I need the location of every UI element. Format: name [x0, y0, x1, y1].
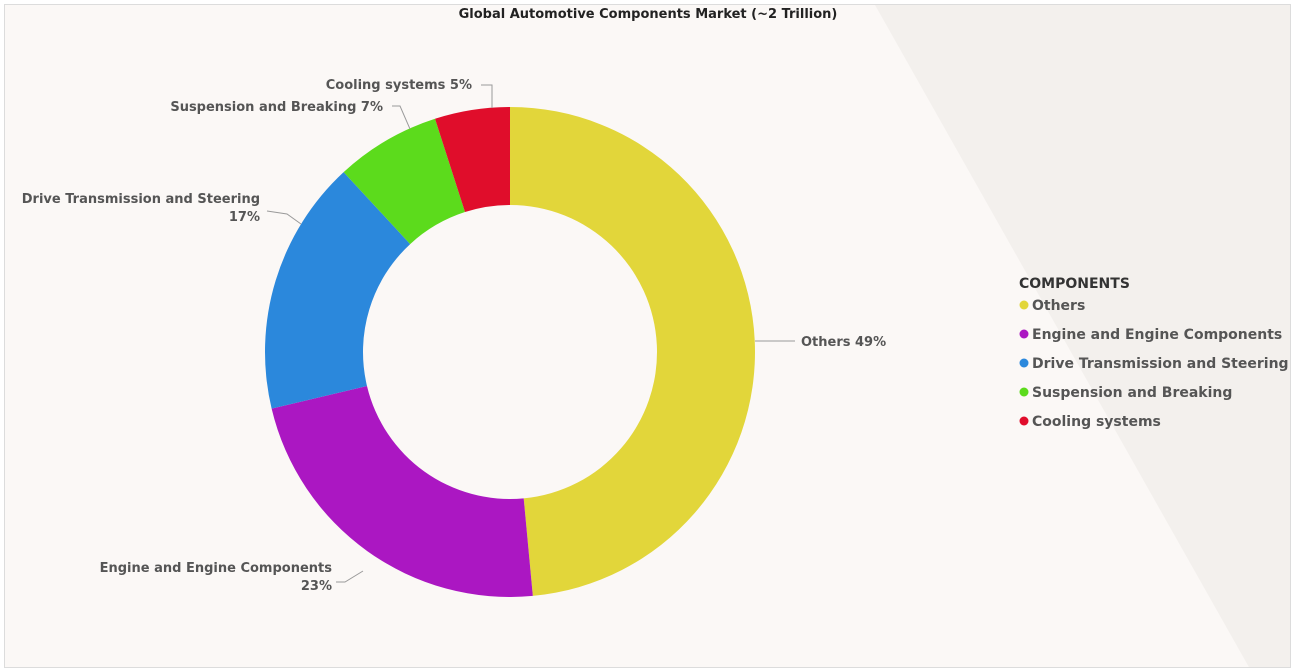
data-label-others: Others 49%	[801, 335, 886, 350]
legend-marker-others	[1019, 300, 1029, 310]
legend-title: COMPONENTS	[1019, 276, 1130, 292]
legend-marker-drive-transmission-and-steering	[1019, 358, 1029, 368]
data-label-engine-and-engine-components: Engine and Engine Components 23%	[100, 561, 333, 594]
legend-label-drive-transmission-and-steering: Drive Transmission and Steering	[1032, 356, 1289, 372]
leader-line-engine-and-engine-components	[336, 570, 364, 583]
background-shade	[875, 5, 1290, 667]
slice-cooling-systems[interactable]	[435, 107, 510, 213]
chart-panel: Global Automotive Components Market (~2 …	[4, 4, 1291, 668]
legend-marker-engine-and-engine-components	[1019, 329, 1029, 339]
legend-item-others[interactable]: Others	[1019, 298, 1086, 314]
legend-item-engine-and-engine-components[interactable]: Engine and Engine Components	[1019, 327, 1283, 343]
legend-item-drive-transmission-and-steering[interactable]: Drive Transmission and Steering	[1019, 356, 1289, 372]
leader-line-cooling-systems	[481, 84, 493, 108]
legend-item-cooling-systems[interactable]: Cooling systems	[1019, 414, 1161, 430]
slice-suspension-and-breaking[interactable]	[343, 118, 466, 245]
legend-item-suspension-and-breaking[interactable]: Suspension and Breaking	[1019, 385, 1233, 401]
legend-label-engine-and-engine-components: Engine and Engine Components	[1032, 327, 1282, 343]
legend-marker-cooling-systems	[1019, 416, 1029, 426]
legend-marker-suspension-and-breaking	[1019, 387, 1029, 397]
donut-chart: Global Automotive Components Market (~2 …	[22, 5, 1290, 667]
data-label-drive-transmission-and-steering: Drive Transmission and Steering 17%	[22, 192, 260, 225]
data-label-suspension-and-breaking: Suspension and Breaking 7%	[170, 100, 383, 115]
legend-label-suspension-and-breaking: Suspension and Breaking	[1032, 385, 1232, 401]
slice-others[interactable]	[510, 107, 755, 596]
legend-label-cooling-systems: Cooling systems	[1032, 414, 1161, 430]
slice-drive-transmission-and-steering[interactable]	[265, 172, 411, 409]
leader-line-suspension-and-breaking	[392, 105, 411, 130]
legend-label-others: Others	[1032, 298, 1085, 314]
chart-title: Global Automotive Components Market (~2 …	[459, 7, 838, 22]
leader-line-drive-transmission-and-steering	[266, 210, 302, 225]
data-label-cooling-systems: Cooling systems 5%	[326, 78, 472, 93]
slice-engine-and-engine-components[interactable]	[271, 385, 533, 597]
